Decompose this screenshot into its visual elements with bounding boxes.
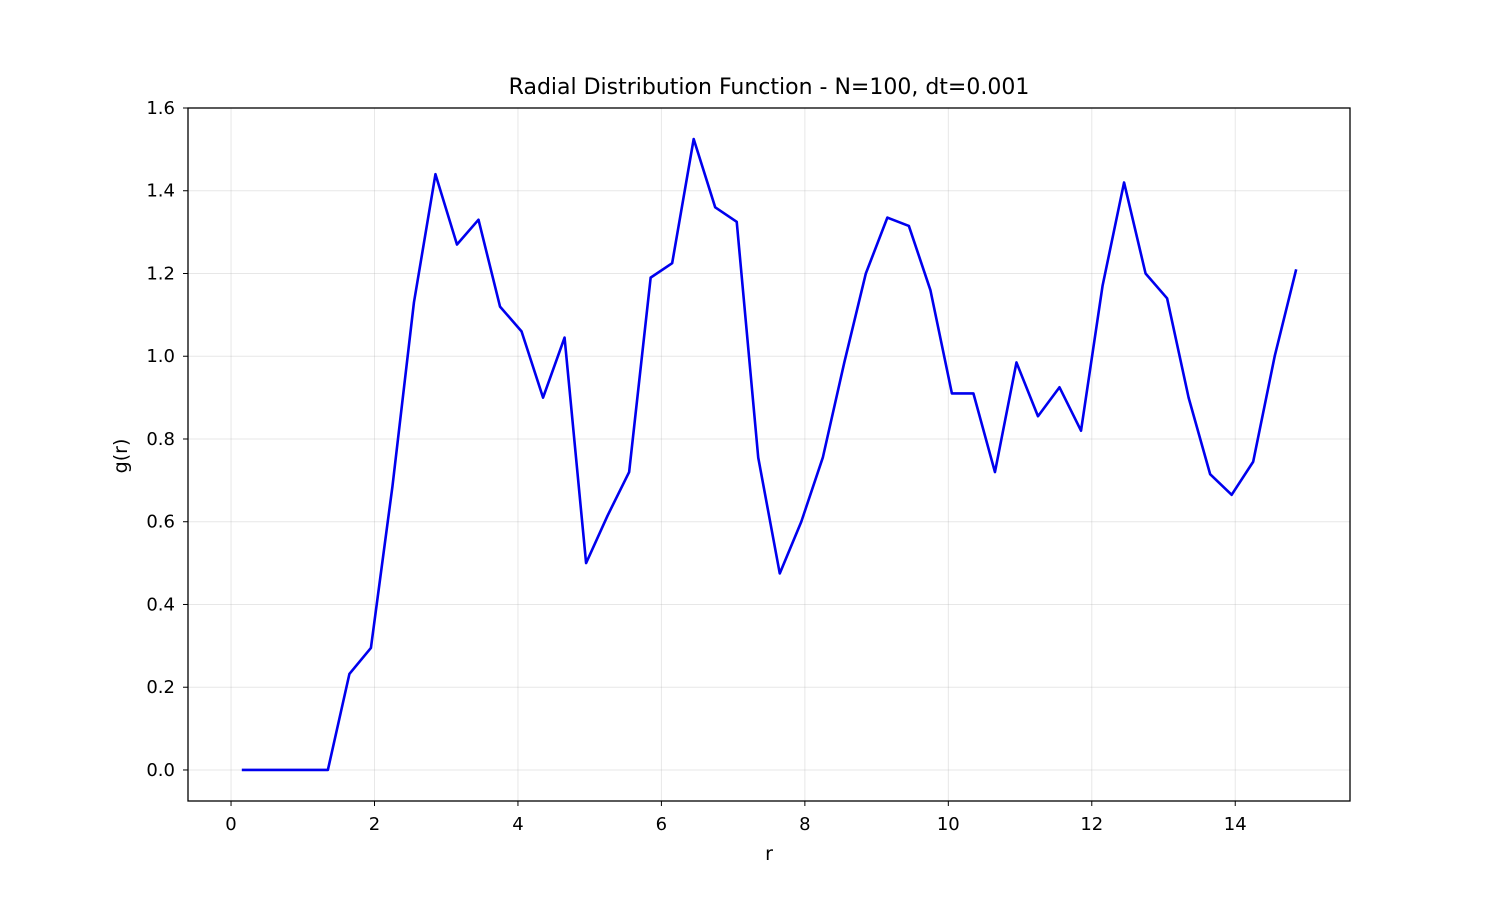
gr-series-line: [241, 137, 1298, 772]
chart-title: Radial Distribution Function - N=100, dt…: [509, 75, 1030, 100]
x-tick-label: 2: [369, 814, 380, 835]
x-tick-label: 10: [937, 814, 960, 835]
series-layer: [241, 137, 1298, 772]
y-tick-label: 0.0: [146, 760, 175, 781]
plot-frame: [187, 107, 1351, 802]
x-tick-label: 12: [1080, 814, 1103, 835]
y-tick-label: 0.8: [146, 429, 175, 450]
x-tick-label: 8: [799, 814, 810, 835]
x-tick-label: 14: [1224, 814, 1247, 835]
y-tick-label: 0.6: [146, 512, 175, 533]
y-tick-label: 1.0: [146, 346, 175, 367]
grid-layer: [188, 107, 1350, 801]
y-tick-label: 1.2: [146, 263, 175, 284]
ticks-layer: 0 2 4 6 8 10 12 14 0.0 0.2 0.4 0.6 0.8 1.0 1.2 1.4 1.6: [146, 98, 1246, 835]
y-axis-label: g(r): [110, 439, 132, 474]
x-tick-label: 6: [656, 814, 667, 835]
x-tick-label: 4: [512, 814, 523, 835]
y-tick-label: 1.4: [146, 181, 175, 202]
x-tick-label: 0: [225, 814, 236, 835]
y-tick-label: 1.6: [146, 98, 175, 119]
x-axis-label: r: [765, 843, 773, 865]
y-tick-label: 0.2: [146, 677, 175, 698]
y-tick-label: 0.4: [146, 594, 175, 615]
